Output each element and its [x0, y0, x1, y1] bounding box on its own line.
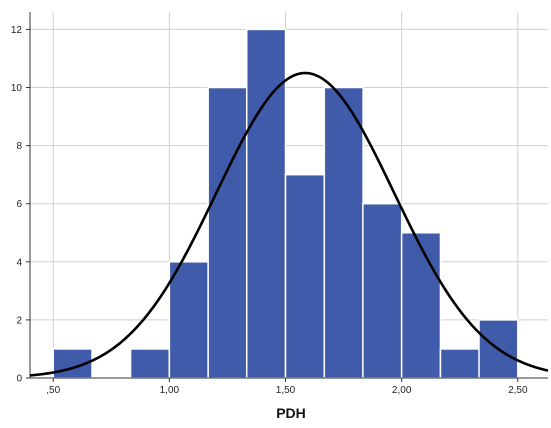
x-tick-label-1: 1,00	[160, 385, 180, 396]
y-tick-label-6: 12	[11, 25, 23, 36]
histogram-bar-3	[168, 261, 209, 379]
tick-labels: ,50 1,00 1,50 2,00 2,50 0 2 4 6 8 10 12	[11, 25, 528, 396]
histogram-bar-4	[207, 86, 248, 379]
histogram-bar-2	[129, 348, 171, 379]
histogram-bar-8	[362, 202, 403, 379]
y-tick-label-0: 0	[16, 374, 22, 385]
x-tick-label-3: 2,00	[392, 385, 412, 396]
histogram-bar-6	[284, 173, 326, 379]
y-tick-label-2: 4	[16, 257, 22, 268]
x-tick-label-2: 1,50	[276, 385, 296, 396]
x-axis-title: PDH	[276, 405, 306, 421]
normal-curve-layer	[29, 71, 549, 377]
y-tick-label-4: 8	[16, 141, 22, 152]
histogram-bar-5	[245, 28, 287, 379]
y-tick-label-3: 6	[16, 199, 22, 210]
histogram-bar-9	[400, 232, 442, 379]
y-tick-label-1: 2	[16, 315, 22, 326]
histogram-bar-7	[323, 86, 364, 379]
y-tick-label-5: 10	[11, 83, 23, 94]
axes	[26, 12, 548, 382]
normal-curve-line	[29, 71, 549, 377]
histogram-bar-10	[439, 348, 480, 379]
x-tick-label-0: ,50	[46, 385, 60, 396]
x-tick-label-4: 2,50	[508, 385, 528, 396]
